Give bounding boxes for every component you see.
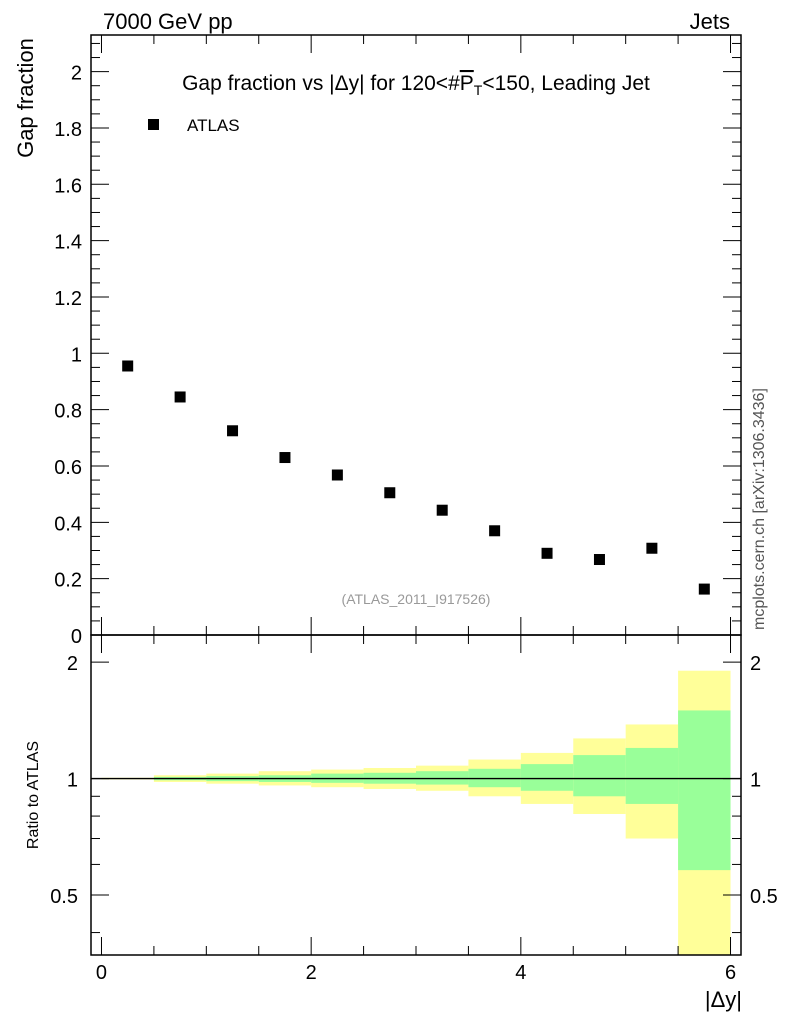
header-right: Jets [690,9,730,34]
ratio-y-tick-label-right: 2 [750,653,761,675]
main-panel: 0 0.2 0.4 0.6 0.8 1 1.2 1.4 1.6 1.8 2 Gap fraction… [13,34,742,648]
atlas-point [122,360,134,372]
main-y-tick-label: 2 [71,63,82,85]
ratio-band-inner [625,747,679,804]
chart-title-prefix: Gap fraction vs |Δy| for 120<# [182,72,460,95]
ratio-y-tick-label-left: 2 [67,653,78,675]
ratio-band-inner [573,755,626,797]
x-axis-label: |Δy| [705,987,742,1012]
main-y-tick-label: 0.6 [54,457,82,479]
ratio-y-tick-label-right: 0.5 [750,886,778,908]
ratio-y-tick-labels: 0.5 0.5 1 1 2 2 [50,653,778,908]
ratio-bands [101,670,731,955]
x-tick-label: 4 [515,962,526,984]
ratio-y-tick-label-left: 1 [67,770,78,792]
side-label: mcplots.cern.ch [arXiv:1306.3436] [751,388,768,630]
header-left: 7000 GeV pp [103,9,233,34]
ratio-panel: 0.5 0.5 1 1 2 2 0 2 4 6 Ratio to ATLAS |Δy| [25,634,778,1012]
legend: ATLAS [148,116,240,135]
watermark: (ATLAS_2011_I917526) [342,591,491,607]
atlas-point [489,525,501,537]
main-y-tick-label: 0.2 [54,570,82,592]
atlas-point [174,391,186,403]
main-y-tick-label: 1 [71,344,82,366]
legend-label: ATLAS [187,116,240,135]
main-y-tick-label: 1.6 [54,175,82,197]
ratio-y-tick-label-left: 0.5 [50,886,78,908]
ratio-band-inner [520,764,574,791]
chart-title-suffix: <150, Leading Jet [482,72,650,95]
atlas-point [384,487,396,499]
x-tick-label: 2 [306,962,317,984]
main-y-tick-labels: 0 0.2 0.4 0.6 0.8 1 1.2 1.4 1.6 1.8 2 [54,63,82,648]
atlas-point [227,425,239,437]
atlas-point [646,542,658,554]
atlas-point [541,547,553,559]
legend-marker [148,119,159,130]
chart-title: Gap fraction vs |Δy| for 120<#PT<150, Le… [182,72,650,98]
ratio-band-inner [678,710,731,871]
ratio-y-axis-label: Ratio to ATLAS [25,741,42,849]
chart-title-p: P [460,72,474,95]
main-y-tick-label: 1.4 [54,232,82,254]
main-y-axis-label: Gap fraction [13,38,38,158]
atlas-point [593,554,605,566]
main-axis-ticks [91,35,741,636]
ratio-y-tick-label-right: 1 [750,770,761,792]
chart-title-sub: T [474,82,483,98]
atlas-point [436,504,448,516]
atlas-point [279,452,291,464]
main-y-tick-label: 0.4 [54,513,82,535]
atlas-point [331,469,343,481]
main-y-tick-label: 1.8 [54,119,82,141]
atlas-data-points [122,360,710,595]
atlas-point [698,583,710,595]
ratio-axis-ticks [91,635,741,955]
main-y-tick-label: 0.8 [54,401,82,423]
main-y-tick-label: 0 [71,626,82,648]
x-tick-labels: 0 2 4 6 [96,962,736,984]
x-tick-label: 0 [96,962,107,984]
main-y-tick-label: 1.2 [54,288,82,310]
x-tick-label: 6 [725,962,736,984]
ratio-band-inner [416,771,469,785]
